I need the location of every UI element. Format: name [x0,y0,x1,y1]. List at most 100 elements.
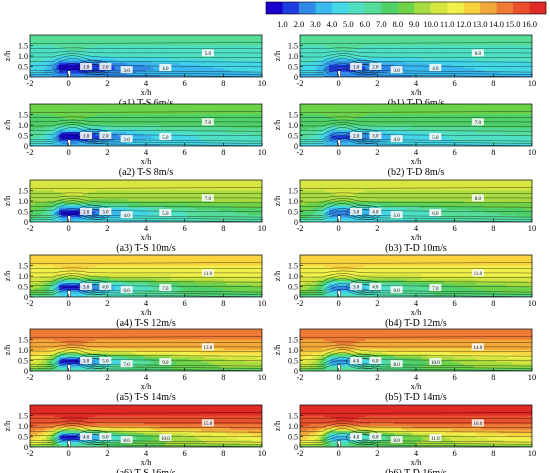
field-cell [117,52,120,55]
colorbar-swatch [282,2,300,14]
field-cell [360,40,364,43]
field-cell [401,36,405,39]
field-cell [71,59,74,62]
field-cell [107,61,111,64]
field-cell [389,59,393,62]
field-cell [309,64,313,67]
field-cell [486,52,489,55]
field-cell [355,56,359,59]
field-cell [464,56,468,59]
field-cell [92,107,96,110]
field-cell [187,71,190,74]
field-cell [245,71,248,74]
field-cell [46,45,50,48]
field-cell [387,36,390,39]
field-cell [54,49,57,52]
field-cell [184,73,188,76]
field-cell [416,59,419,62]
field-cell [522,49,526,52]
field-cell [51,43,55,46]
field-cell [158,59,161,62]
field-cell [503,63,506,66]
field-cell [367,71,371,74]
field-cell [223,105,227,108]
field-cell [51,52,55,55]
field-cell [524,42,528,45]
field-cell [396,61,400,64]
field-cell [399,45,402,48]
field-cell [165,75,169,77]
field-cell [146,36,149,39]
field-cell [524,71,528,74]
field-cell [379,49,383,52]
field-cell [257,71,260,74]
field-cell [107,40,111,43]
field-cell [213,54,217,57]
field-cell [348,43,352,46]
field-cell [382,38,385,41]
field-cell [517,43,521,46]
field-cell [177,52,181,55]
field-cell [350,75,354,77]
field-cell [240,71,244,74]
field-cell [252,43,256,46]
field-cell [218,40,222,43]
field-cell [194,45,198,48]
field-cell [365,57,369,60]
field-cell [220,36,224,39]
field-cell [119,57,123,60]
field-cell [343,43,347,46]
field-cell [476,61,480,64]
field-cell [223,64,227,67]
field-cell [184,70,188,73]
field-cell [370,57,373,60]
field-cell [498,52,501,55]
field-cell [141,71,144,74]
field-cell [30,70,33,73]
colorbar-swatch [463,2,481,14]
field-cell [343,35,347,38]
field-cell [384,35,388,38]
field-cell [237,70,241,73]
field-cell [445,75,448,77]
field-cell [165,61,169,64]
field-cell [136,63,140,66]
field-cell [182,52,186,55]
field-cell [182,75,186,77]
field-cell [403,75,407,77]
field-cell [488,63,492,66]
field-cell [329,63,332,66]
field-cell [78,104,82,107]
field-cell [175,66,178,69]
field-cell [162,54,166,57]
field-cell [61,40,65,43]
field-cell [314,45,318,48]
field-cell [362,64,366,67]
field-cell [225,64,229,67]
field-cell [49,40,53,43]
field-cell [80,52,84,55]
field-cell [483,49,487,52]
field-cell [42,36,45,39]
field-cell [488,42,492,45]
field-cell [529,52,532,55]
field-cell [107,50,111,53]
field-cell [307,64,311,67]
field-cell [204,63,207,66]
field-cell [189,35,193,38]
field-cell [225,45,229,48]
field-cell [488,49,492,52]
field-cell [78,64,82,67]
field-cell [257,35,260,38]
field-cell [420,57,424,60]
field-cell [486,36,489,39]
field-cell [302,50,306,53]
field-cell [331,43,335,46]
field-cell [452,73,456,76]
field-cell [416,38,419,41]
field-cell [235,105,239,108]
field-cell [447,59,451,62]
field-cell [225,68,229,71]
field-cell [83,104,86,107]
field-cell [312,47,315,50]
